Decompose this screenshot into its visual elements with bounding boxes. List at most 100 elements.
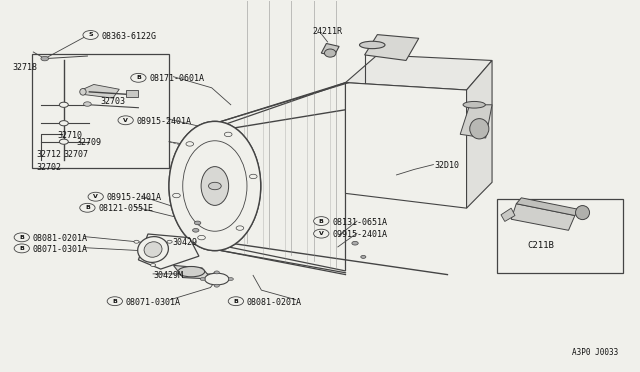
FancyBboxPatch shape: [32, 54, 169, 168]
Circle shape: [225, 132, 232, 137]
Circle shape: [107, 297, 122, 306]
Circle shape: [198, 235, 205, 240]
Polygon shape: [346, 83, 467, 208]
Text: V: V: [319, 231, 324, 236]
Text: C211B: C211B: [527, 241, 554, 250]
Circle shape: [60, 102, 68, 108]
Circle shape: [150, 263, 156, 266]
Text: 08081-0201A: 08081-0201A: [33, 234, 88, 243]
Circle shape: [193, 228, 199, 232]
Text: 32D10: 32D10: [435, 161, 460, 170]
Ellipse shape: [575, 206, 589, 219]
Text: 32718: 32718: [13, 63, 38, 72]
Text: V: V: [93, 194, 98, 199]
Circle shape: [200, 278, 205, 280]
Text: 08915-2401A: 08915-2401A: [136, 117, 191, 126]
Text: 30429M: 30429M: [153, 271, 183, 280]
Ellipse shape: [205, 273, 229, 285]
Circle shape: [250, 174, 257, 179]
Text: 08071-0301A: 08071-0301A: [33, 245, 88, 254]
Ellipse shape: [169, 121, 260, 251]
Ellipse shape: [324, 49, 336, 57]
Circle shape: [118, 116, 133, 125]
Circle shape: [195, 221, 201, 225]
Text: 32712: 32712: [36, 151, 61, 160]
Polygon shape: [501, 208, 515, 221]
Ellipse shape: [144, 242, 162, 257]
Text: B: B: [234, 299, 238, 304]
Circle shape: [314, 217, 329, 225]
Text: B: B: [113, 299, 117, 304]
Circle shape: [236, 226, 244, 230]
Circle shape: [209, 182, 221, 190]
Text: 30429: 30429: [172, 238, 197, 247]
Text: 08071-0301A: 08071-0301A: [125, 298, 180, 307]
Polygon shape: [173, 265, 212, 279]
Text: 32702: 32702: [36, 163, 61, 172]
Text: S: S: [88, 32, 93, 38]
Circle shape: [314, 229, 329, 238]
Text: 08363-6122G: 08363-6122G: [101, 32, 156, 41]
Text: 32710: 32710: [58, 131, 83, 140]
Circle shape: [214, 271, 220, 274]
Text: V: V: [124, 118, 128, 123]
Ellipse shape: [185, 144, 244, 228]
Circle shape: [134, 240, 139, 243]
Circle shape: [228, 278, 234, 280]
Text: A3P0 J0033: A3P0 J0033: [572, 347, 618, 357]
Circle shape: [60, 139, 68, 144]
Ellipse shape: [201, 167, 228, 205]
Circle shape: [186, 142, 194, 146]
Circle shape: [214, 284, 220, 287]
Circle shape: [60, 121, 68, 126]
Text: 24211R: 24211R: [312, 27, 342, 36]
Circle shape: [361, 256, 366, 259]
Polygon shape: [321, 44, 339, 56]
Text: 08081-0201A: 08081-0201A: [246, 298, 301, 307]
Circle shape: [84, 102, 92, 106]
Text: 32707: 32707: [64, 151, 89, 160]
Circle shape: [173, 193, 180, 198]
Polygon shape: [511, 204, 575, 230]
Text: 08121-0551E: 08121-0551E: [99, 204, 153, 214]
Circle shape: [83, 31, 99, 39]
Circle shape: [41, 57, 49, 61]
Circle shape: [131, 73, 146, 82]
Polygon shape: [83, 84, 119, 98]
Circle shape: [88, 192, 103, 201]
Polygon shape: [467, 61, 492, 208]
Circle shape: [228, 297, 244, 306]
Circle shape: [167, 240, 172, 243]
Ellipse shape: [183, 141, 247, 231]
Text: B: B: [319, 219, 324, 224]
Text: 32709: 32709: [77, 138, 102, 147]
Text: 08131-0651A: 08131-0651A: [332, 218, 387, 227]
Polygon shape: [138, 234, 199, 269]
Text: B: B: [85, 205, 90, 210]
Polygon shape: [460, 105, 492, 138]
Polygon shape: [125, 90, 138, 97]
Circle shape: [352, 241, 358, 245]
Polygon shape: [365, 35, 419, 61]
Text: B: B: [136, 75, 141, 80]
Text: 32703: 32703: [100, 97, 125, 106]
Ellipse shape: [463, 102, 485, 108]
Ellipse shape: [80, 89, 86, 95]
Text: B: B: [19, 246, 24, 251]
Text: 09915-2401A: 09915-2401A: [332, 230, 387, 239]
FancyBboxPatch shape: [497, 199, 623, 273]
Ellipse shape: [138, 237, 168, 262]
Ellipse shape: [178, 266, 205, 277]
Circle shape: [80, 203, 95, 212]
Text: B: B: [19, 235, 24, 240]
Text: 08171-0601A: 08171-0601A: [149, 74, 204, 83]
Circle shape: [14, 233, 29, 242]
Ellipse shape: [360, 41, 385, 49]
Ellipse shape: [470, 119, 489, 139]
Circle shape: [14, 244, 29, 253]
Ellipse shape: [169, 121, 260, 251]
Polygon shape: [516, 198, 580, 215]
Text: 08915-2401A: 08915-2401A: [106, 193, 161, 202]
Polygon shape: [215, 83, 346, 271]
Polygon shape: [346, 55, 492, 90]
